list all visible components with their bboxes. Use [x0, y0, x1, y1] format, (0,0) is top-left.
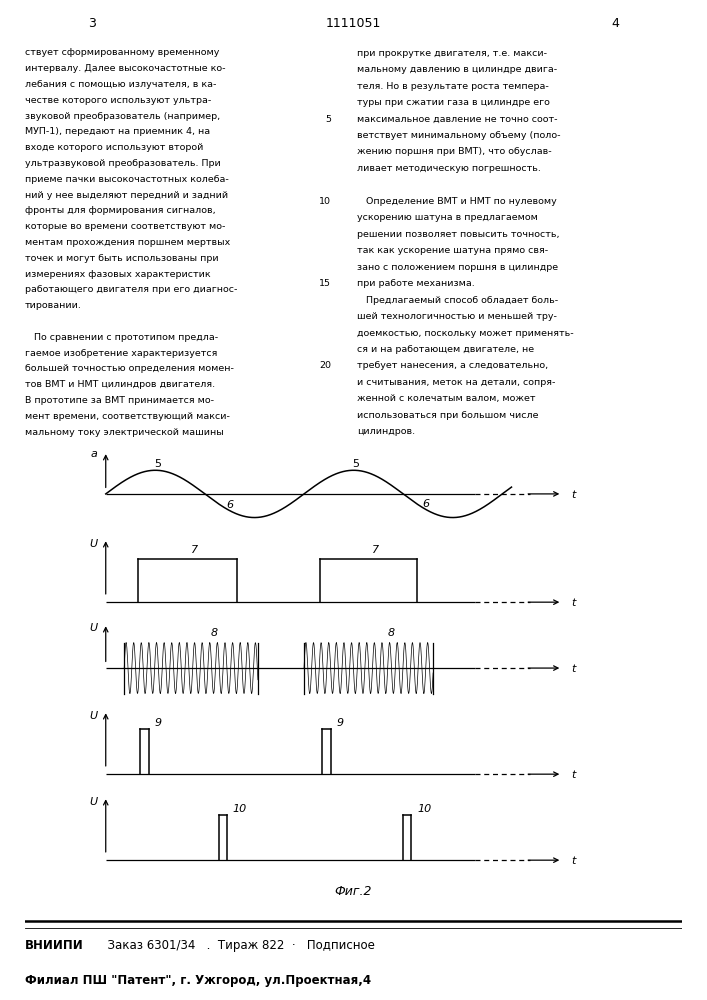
Text: при работе механизма.: при работе механизма.	[357, 279, 475, 288]
Text: $U$: $U$	[89, 709, 99, 721]
Text: тов ВМТ и НМТ цилиндров двигателя.: тов ВМТ и НМТ цилиндров двигателя.	[25, 380, 215, 389]
Text: ВНИИПИ: ВНИИПИ	[25, 939, 83, 952]
Text: большей точностью определения момен-: большей точностью определения момен-	[25, 364, 233, 373]
Text: Определение ВМТ и НМТ по нулевому: Определение ВМТ и НМТ по нулевому	[357, 197, 557, 206]
Text: работающего двигателя при его диагнос-: работающего двигателя при его диагнос-	[25, 285, 237, 294]
Text: 20: 20	[319, 361, 331, 370]
Text: $t$: $t$	[571, 596, 578, 608]
Text: Заказ 6301/34   .  Тираж 822  ·   Подписное: Заказ 6301/34 . Тираж 822 · Подписное	[100, 939, 375, 952]
Text: $t$: $t$	[571, 488, 578, 500]
Text: ускорению шатуна в предлагаемом: ускорению шатуна в предлагаемом	[357, 213, 538, 222]
Text: ультразвуковой преобразователь. При: ультразвуковой преобразователь. При	[25, 159, 221, 168]
Text: ся и на работающем двигателе, не: ся и на работающем двигателе, не	[357, 345, 534, 354]
Text: 9: 9	[154, 718, 161, 728]
Text: использоваться при большом числе: использоваться при большом числе	[357, 411, 539, 420]
Text: 8: 8	[388, 628, 395, 638]
Text: входе которого используют второй: входе которого используют второй	[25, 143, 203, 152]
Text: звуковой преобразователь (например,: звуковой преобразователь (например,	[25, 112, 220, 121]
Text: 5: 5	[352, 459, 359, 469]
Text: $U$: $U$	[89, 795, 99, 807]
Text: $U$: $U$	[89, 621, 99, 633]
Text: 7: 7	[191, 545, 198, 555]
Text: ментам прохождения поршнем мертвых: ментам прохождения поршнем мертвых	[25, 238, 230, 247]
Text: $t$: $t$	[571, 662, 578, 674]
Text: 6: 6	[227, 500, 234, 510]
Text: доемкостью, поскольку может применять-: доемкостью, поскольку может применять-	[357, 329, 573, 338]
Text: $a$: $a$	[90, 449, 98, 459]
Text: цилиндров.: цилиндров.	[357, 427, 415, 436]
Text: мальному току электрической машины: мальному току электрической машины	[25, 428, 223, 437]
Text: 5: 5	[325, 115, 331, 124]
Text: ливает методическую погрешность.: ливает методическую погрешность.	[357, 164, 541, 173]
Text: туры при сжатии газа в цилиндре его: туры при сжатии газа в цилиндре его	[357, 98, 550, 107]
Text: МУП-1), передают на приемник 4, на: МУП-1), передают на приемник 4, на	[25, 127, 210, 136]
Text: Предлагаемый способ обладает боль-: Предлагаемый способ обладает боль-	[357, 296, 558, 305]
Text: фронты для формирования сигналов,: фронты для формирования сигналов,	[25, 206, 216, 215]
Text: В прототипе за ВМТ принимается мо-: В прототипе за ВМТ принимается мо-	[25, 396, 214, 405]
Text: ний у нее выделяют передний и задний: ний у нее выделяют передний и задний	[25, 191, 228, 200]
Text: мент времени, соответствующий макси-: мент времени, соответствующий макси-	[25, 412, 230, 421]
Text: 1111051: 1111051	[326, 17, 381, 30]
Text: которые во времени соответствуют мо-: которые во времени соответствуют мо-	[25, 222, 225, 231]
Text: 7: 7	[372, 545, 379, 555]
Text: $t$: $t$	[571, 768, 578, 780]
Text: 3: 3	[88, 17, 96, 30]
Text: измерениях фазовых характеристик: измерениях фазовых характеристик	[25, 270, 211, 279]
Text: 8: 8	[211, 628, 218, 638]
Text: зано с положением поршня в цилиндре: зано с положением поршня в цилиндре	[357, 263, 558, 272]
Text: и считывания, меток на детали, сопря-: и считывания, меток на детали, сопря-	[357, 378, 556, 387]
Text: шей технологичностью и меньшей тру-: шей технологичностью и меньшей тру-	[357, 312, 557, 321]
Text: Филиал ПШ "Патент", г. Ужгород, ул.Проектная,4: Филиал ПШ "Патент", г. Ужгород, ул.Проек…	[25, 974, 371, 987]
Text: мальному давлению в цилиндре двига-: мальному давлению в цилиндре двига-	[357, 65, 557, 74]
Text: максимальное давление не точно соот-: максимальное давление не точно соот-	[357, 115, 558, 124]
Text: приеме пачки высокочастотных колеба-: приеме пачки высокочастотных колеба-	[25, 175, 228, 184]
Text: лебания с помощью излучателя, в ка-: лебания с помощью излучателя, в ка-	[25, 80, 216, 89]
Text: Фиг.2: Фиг.2	[334, 885, 373, 898]
Text: гаемое изобретение характеризуется: гаемое изобретение характеризуется	[25, 349, 217, 358]
Text: 10: 10	[319, 197, 331, 206]
Text: при прокрутке двигателя, т.е. макси-: при прокрутке двигателя, т.е. макси-	[357, 49, 547, 58]
Text: ствует сформированному временному: ствует сформированному временному	[25, 48, 219, 57]
Text: 10: 10	[233, 804, 247, 814]
Text: требует нанесения, а следовательно,: требует нанесения, а следовательно,	[357, 361, 548, 370]
Text: $U$: $U$	[89, 537, 99, 549]
Text: теля. Но в результате роста темпера-: теля. Но в результате роста темпера-	[357, 82, 549, 91]
Text: 6: 6	[423, 499, 430, 509]
Text: так как ускорение шатуна прямо свя-: так как ускорение шатуна прямо свя-	[357, 246, 548, 255]
Text: 9: 9	[337, 718, 344, 728]
Text: По сравнении с прототипом предла-: По сравнении с прототипом предла-	[25, 333, 218, 342]
Text: 5: 5	[154, 459, 161, 469]
Text: 15: 15	[319, 279, 331, 288]
Text: интервалу. Далее высокочастотные ко-: интервалу. Далее высокочастотные ко-	[25, 64, 226, 73]
Text: честве которого используют ультра-: честве которого используют ультра-	[25, 96, 211, 105]
Text: 10: 10	[417, 804, 431, 814]
Text: ветствует минимальному объему (поло-: ветствует минимальному объему (поло-	[357, 131, 561, 140]
Text: женной с колечатым валом, может: женной с колечатым валом, может	[357, 394, 535, 403]
Text: жению поршня при ВМТ), что обуслав-: жению поршня при ВМТ), что обуслав-	[357, 147, 551, 156]
Text: 4: 4	[611, 17, 619, 30]
Text: тировании.: тировании.	[25, 301, 81, 310]
Text: решении позволяет повысить точность,: решении позволяет повысить точность,	[357, 230, 559, 239]
Text: точек и могут быть использованы при: точек и могут быть использованы при	[25, 254, 218, 263]
Text: $t$: $t$	[571, 854, 578, 866]
